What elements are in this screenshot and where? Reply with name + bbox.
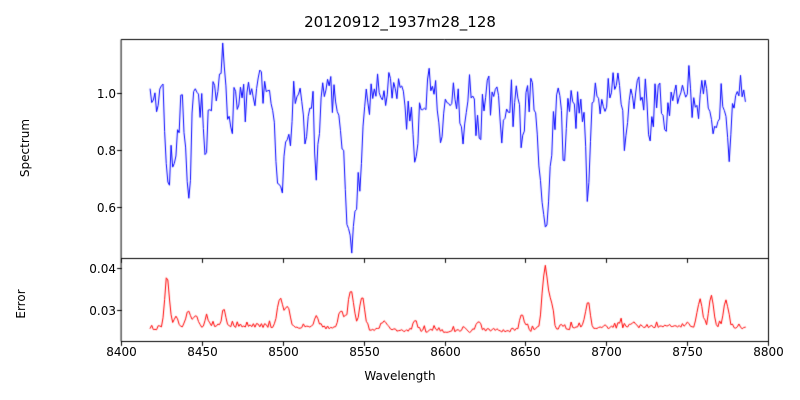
spectrum-axis-label: Spectrum (18, 118, 32, 178)
xtick-6: 8700 (591, 345, 622, 359)
xtick-5: 8650 (510, 345, 541, 359)
xtick-8: 8800 (753, 345, 784, 359)
ytick-spectrum-1: 0.8 (96, 143, 116, 158)
error-axis-label: Error (14, 289, 28, 319)
xtick-7: 8750 (672, 345, 703, 359)
xtick-0: 8400 (106, 345, 137, 359)
page-title: 20120912_1937m28_128 (304, 13, 496, 31)
xtick-2: 8500 (268, 345, 299, 359)
ytick-error-0: 0.03 (89, 303, 116, 318)
ytick-spectrum-0: 0.6 (96, 200, 116, 215)
ytick-error-1: 0.04 (89, 261, 116, 276)
xtick-3: 8550 (349, 345, 380, 359)
ytick-spectrum-2: 1.0 (96, 86, 116, 101)
xtick-1: 8450 (187, 345, 218, 359)
xtick-4: 8600 (430, 345, 461, 359)
wavelength-axis-label: Wavelength (364, 369, 436, 383)
